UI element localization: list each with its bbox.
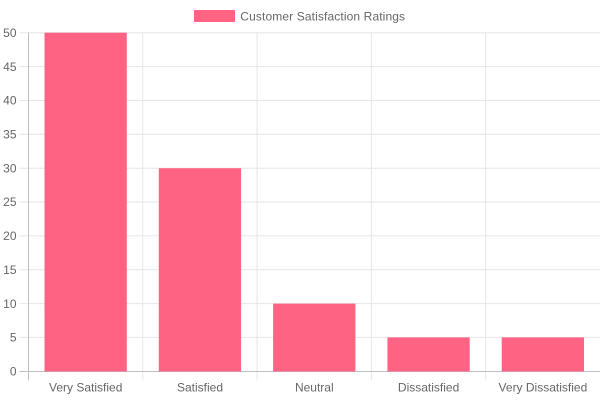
svg-text:10: 10 <box>3 297 17 311</box>
svg-text:15: 15 <box>3 263 17 277</box>
svg-text:30: 30 <box>3 161 17 175</box>
svg-text:Satisfied: Satisfied <box>177 380 223 394</box>
svg-text:50: 50 <box>3 26 17 40</box>
svg-text:Neutral: Neutral <box>295 380 334 394</box>
svg-text:40: 40 <box>3 94 17 108</box>
svg-text:Dissatisfied: Dissatisfied <box>398 380 459 394</box>
svg-text:35: 35 <box>3 128 17 142</box>
svg-text:45: 45 <box>3 60 17 74</box>
svg-text:5: 5 <box>10 331 17 345</box>
svg-text:Customer Satisfaction Ratings: Customer Satisfaction Ratings <box>240 10 405 24</box>
svg-text:25: 25 <box>3 195 17 209</box>
svg-text:Very Satisfied: Very Satisfied <box>49 380 122 394</box>
svg-text:20: 20 <box>3 229 17 243</box>
svg-text:Very Dissatisfied: Very Dissatisfied <box>499 380 588 394</box>
svg-text:0: 0 <box>10 365 17 379</box>
